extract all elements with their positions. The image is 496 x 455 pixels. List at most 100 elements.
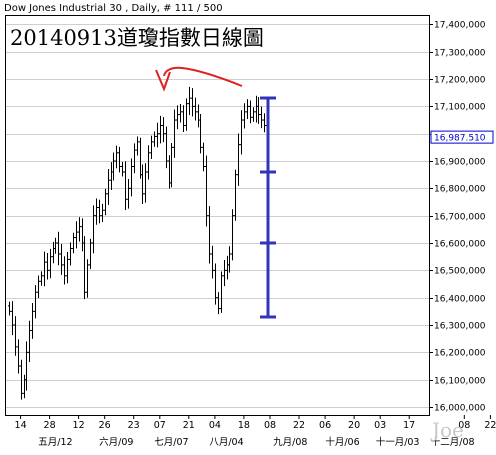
ohlc-bar	[40, 271, 43, 286]
y-tick-label: 17,200,000	[434, 76, 486, 86]
ohlc-bar	[127, 179, 130, 209]
y-tick-label: 16,000,000	[434, 404, 486, 414]
ohlc-bar	[205, 155, 208, 227]
ohlc-bar	[115, 145, 118, 169]
ohlc-bar	[107, 169, 110, 205]
month-label: 十二月/08	[431, 436, 475, 448]
month-axis: 五月/12 六月/09 七月/07 八月/04 九月/08 十月/06 十一月/03 十二月/…	[38, 436, 474, 448]
watermark: Joe	[430, 418, 464, 442]
ohlc-bar	[208, 206, 211, 264]
ohlc-bar	[37, 275, 40, 298]
annotation-arrow	[163, 66, 243, 87]
x-tick-label: 21	[183, 420, 195, 431]
ohlc-bar	[101, 203, 104, 223]
x-tick-label: 07	[154, 420, 166, 431]
ohlc-bar	[194, 97, 197, 121]
ohlc-bar	[98, 199, 101, 224]
ohlc-bar	[17, 339, 20, 374]
month-label: 八月/04	[209, 437, 243, 448]
ohlc-bar	[188, 86, 191, 115]
ohlc-bar	[217, 292, 220, 315]
month-label: 五月/12	[38, 437, 72, 448]
ohlc-bar	[141, 164, 144, 204]
x-tick-label: 03	[374, 420, 386, 431]
ohlc-bar	[124, 161, 127, 210]
ohlc-bar	[237, 133, 240, 186]
ohlc-bar	[231, 209, 234, 261]
annotation-range-marker	[260, 96, 276, 319]
ohlc-bar	[28, 320, 31, 363]
x-tick-label: 22	[484, 420, 496, 431]
ohlc-bar	[263, 113, 266, 133]
price-bars	[8, 86, 269, 400]
y-tick-label: 16,100,000	[434, 377, 486, 387]
month-label: 九月/08	[273, 436, 307, 448]
ohlc-bar	[240, 110, 243, 155]
ohlc-bar	[130, 158, 133, 197]
x-tick-label: 18	[238, 420, 250, 431]
ohlc-bar	[179, 103, 182, 123]
last-value-label: 16,987.510	[434, 134, 486, 144]
x-tick-label: 20	[348, 420, 360, 431]
ohlc-bar	[162, 117, 165, 143]
ohlc-bar	[211, 245, 214, 279]
chart-header: Dow Jones Industrial 30 , Daily, # 111 /…	[4, 3, 223, 14]
ohlc-bar	[170, 142, 173, 188]
ohlc-bar	[214, 263, 217, 305]
ohlc-bar	[260, 106, 263, 129]
ohlc-bar	[118, 146, 121, 173]
x-tick-label: 08	[264, 420, 276, 431]
y-tick-label: 16,400,000	[434, 295, 486, 305]
ohlc-bar	[112, 152, 115, 181]
x-tick-label: 23	[128, 420, 140, 431]
ohlc-bar	[104, 188, 107, 216]
ohlc-bar	[223, 260, 226, 287]
x-tick-label: 08	[458, 420, 470, 431]
ohlc-bar	[57, 231, 60, 266]
ohlc-bar	[228, 246, 231, 273]
y-tick-label: 16,200,000	[434, 349, 486, 359]
ohlc-bar	[72, 232, 75, 254]
ohlc-bar	[182, 105, 185, 133]
ohlc-bar	[185, 98, 188, 131]
ohlc-bar	[165, 126, 168, 169]
ohlc-bar	[46, 252, 49, 280]
y-tick-label: 16,900,000	[434, 158, 486, 168]
month-label: 七月/07	[154, 437, 188, 448]
ohlc-bar	[249, 100, 252, 124]
x-tick-label: 28	[44, 420, 56, 431]
ohlc-bar	[121, 161, 124, 177]
ohlc-bar	[86, 259, 89, 298]
ohlc-bar	[49, 248, 52, 279]
ohlc-bar	[66, 252, 69, 284]
ohlc-bar	[156, 122, 159, 148]
ohlc-bar	[220, 271, 223, 313]
ohlc-bar	[173, 109, 176, 158]
month-label: 十一月/03	[376, 436, 420, 448]
ohlc-bar	[191, 88, 194, 117]
ohlc-bar	[147, 145, 150, 180]
x-tick-label: 14	[15, 420, 27, 431]
y-tick-label: 16,300,000	[434, 322, 486, 332]
ohlc-bar	[25, 341, 28, 391]
ohlc-bar	[11, 301, 14, 336]
ohlc-bar	[60, 243, 63, 275]
month-label: 十月/06	[325, 436, 359, 448]
ohlc-bar	[136, 136, 139, 156]
x-tick-label: 17	[403, 420, 415, 431]
ohlc-bar	[153, 131, 156, 147]
x-tick-label: 12	[73, 420, 85, 431]
y-tick-label: 16,700,000	[434, 213, 486, 223]
ohlc-bar	[176, 105, 179, 130]
ohlc-bar	[31, 302, 34, 339]
y-tick-label: 16,600,000	[434, 240, 486, 250]
x-tick-label: 26	[99, 420, 111, 431]
ohlc-bar	[43, 251, 46, 287]
ohlc-bar	[14, 316, 17, 356]
ohlc-bar	[83, 236, 86, 300]
plot-frame	[5, 15, 430, 416]
x-axis: 14 28 12 26 23 07 21 04 18 08 22 06 20 03 17 08 22	[15, 415, 496, 431]
ohlc-bar	[54, 237, 57, 254]
ohlc-bar	[89, 238, 92, 270]
